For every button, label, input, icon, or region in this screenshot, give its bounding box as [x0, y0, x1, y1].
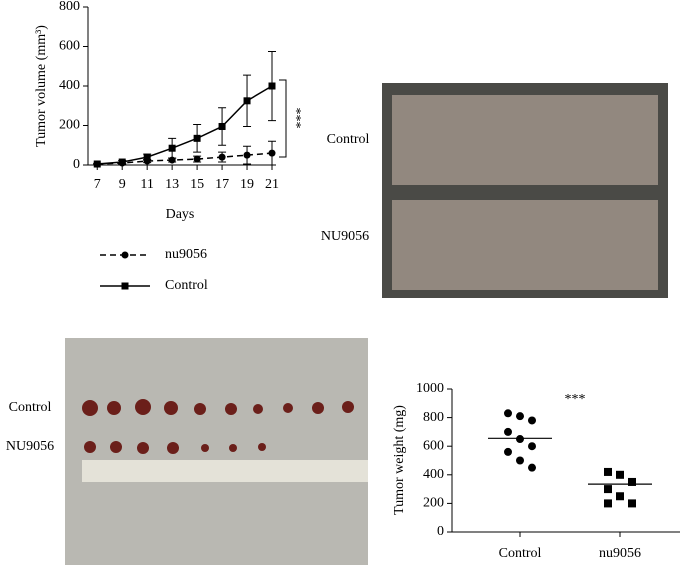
x-tick-label: 9	[119, 177, 126, 192]
x-tick-label: 21	[265, 177, 279, 192]
x-tick-label: 15	[190, 177, 204, 192]
data-point	[516, 412, 524, 421]
y-tick-label: 600	[59, 39, 80, 54]
x-tick-label: Control	[499, 546, 542, 561]
tumor-photo	[65, 338, 368, 565]
y-tick-label: 800	[423, 410, 444, 425]
data-point	[243, 97, 251, 105]
y-tick-label: 400	[423, 467, 444, 482]
legend-label: Control	[165, 278, 208, 293]
y-axis-label: Tumor volume (mm³)	[34, 25, 49, 147]
data-point	[243, 151, 251, 159]
data-point	[93, 160, 101, 168]
data-point	[504, 409, 512, 418]
data-point	[604, 499, 612, 508]
y-tick-label: 400	[59, 78, 80, 93]
data-point	[516, 435, 524, 444]
tumors	[82, 399, 354, 454]
y-tick-label: 1000	[416, 381, 444, 396]
data-point	[528, 442, 536, 451]
y-tick-label: 200	[59, 118, 80, 133]
data-point	[218, 153, 226, 161]
data-point	[504, 427, 512, 436]
data-point	[218, 122, 226, 130]
data-point	[528, 463, 536, 472]
photo-label: NU9056	[6, 439, 54, 454]
x-axis-label: Days	[166, 207, 195, 222]
y-tick-label: 600	[423, 438, 444, 453]
photo-label: Control	[9, 400, 52, 415]
mice-row	[392, 200, 658, 290]
y-tick-label: 200	[423, 496, 444, 511]
data-point	[193, 155, 201, 163]
data-point	[604, 467, 612, 476]
data-point	[616, 470, 624, 479]
data-point	[528, 416, 536, 425]
y-tick-label: 800	[59, 0, 80, 14]
annotation: ***	[288, 108, 303, 129]
data-point	[143, 153, 151, 161]
data-point	[168, 144, 176, 152]
legend-label: nu9056	[165, 247, 207, 262]
data-point	[268, 82, 276, 90]
x-tick-label: 13	[165, 177, 179, 192]
y-tick-label: 0	[73, 157, 80, 172]
x-tick-label: 7	[94, 177, 101, 192]
data-point	[616, 492, 624, 501]
x-tick-label: 11	[140, 177, 153, 192]
data-point	[193, 134, 201, 142]
series-line	[97, 85, 273, 165]
legend-marker	[121, 282, 129, 290]
y-tick-label: 0	[437, 524, 444, 539]
annotation: ***	[565, 392, 586, 407]
data-point	[604, 485, 612, 494]
data-point	[628, 499, 636, 508]
significance-bracket	[279, 79, 287, 158]
series-line	[97, 152, 273, 165]
photo-label: NU9056	[321, 229, 369, 244]
photo-label: Control	[327, 132, 370, 147]
x-tick-label: 17	[215, 177, 229, 192]
y-axis-label: Tumor weight (mg)	[392, 405, 407, 515]
mice-row	[392, 95, 658, 185]
data-point	[118, 158, 126, 166]
x-tick-label: 19	[240, 177, 254, 192]
data-point	[628, 477, 636, 486]
data-point	[268, 149, 276, 157]
legend-marker	[121, 251, 129, 259]
data-point	[504, 447, 512, 456]
data-point	[516, 456, 524, 465]
ruler	[82, 460, 368, 482]
x-tick-label: nu9056	[599, 546, 641, 561]
